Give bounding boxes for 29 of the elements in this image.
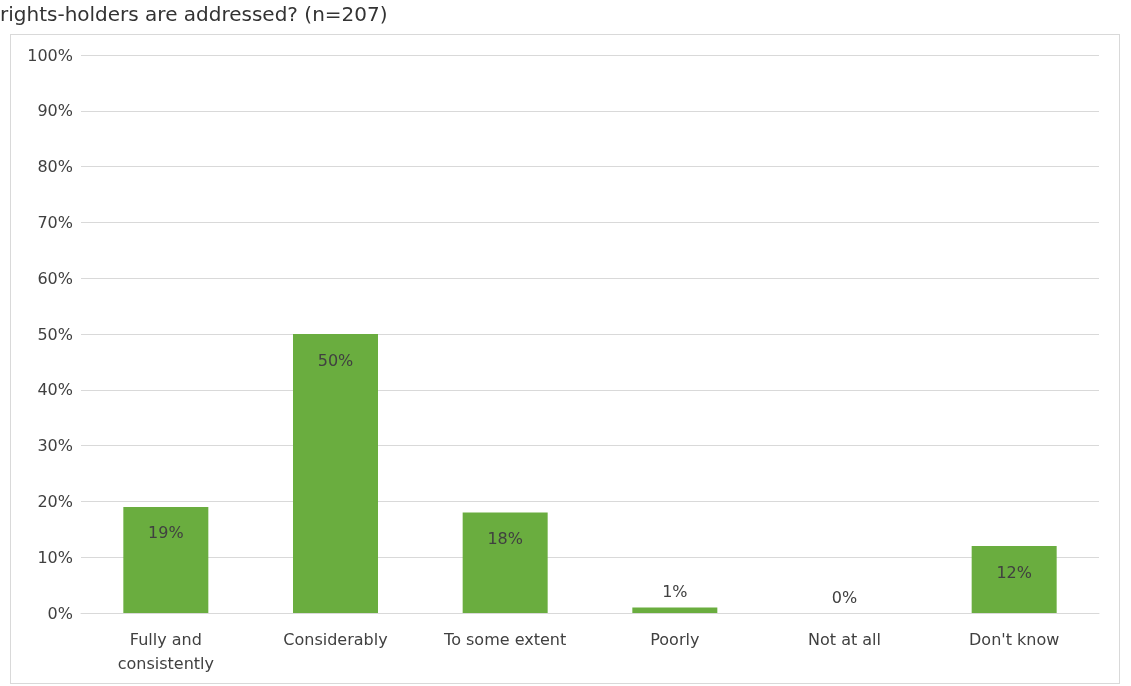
- bar: [462, 512, 548, 613]
- data-label: 19%: [148, 523, 184, 543]
- bar: [632, 607, 718, 613]
- y-tick-label: 50%: [37, 324, 73, 344]
- bar: [123, 506, 209, 613]
- x-tick-label: Considerably: [283, 629, 388, 649]
- y-tick-label: 60%: [37, 268, 73, 288]
- y-tick-label: 0%: [47, 603, 73, 623]
- y-tick-label: 30%: [37, 436, 73, 456]
- x-tick-label: To some extent: [443, 629, 567, 649]
- x-tick-label: Fully and consistently: [117, 629, 214, 673]
- y-tick-label: 80%: [37, 157, 73, 177]
- y-tick-label: 10%: [37, 547, 73, 567]
- data-label: 0%: [831, 587, 858, 607]
- y-tick-label: 20%: [37, 491, 73, 511]
- data-label: 12%: [996, 562, 1032, 582]
- y-tick-label: 90%: [37, 101, 73, 121]
- x-tick-label: Don't know: [969, 629, 1060, 649]
- bar: [293, 334, 378, 613]
- y-tick-label: 70%: [37, 212, 73, 232]
- y-tick-label: 100%: [27, 45, 73, 65]
- x-tick-label: Poorly: [650, 629, 700, 649]
- data-label: 18%: [487, 529, 523, 549]
- bar: [971, 546, 1057, 613]
- chart-title: rights-holders are addressed? (n=207): [0, 2, 388, 26]
- data-label: 1%: [662, 581, 688, 601]
- y-tick-label: 40%: [37, 380, 73, 400]
- data-label: 50%: [317, 350, 354, 370]
- x-tick-label: Not at all: [808, 629, 881, 649]
